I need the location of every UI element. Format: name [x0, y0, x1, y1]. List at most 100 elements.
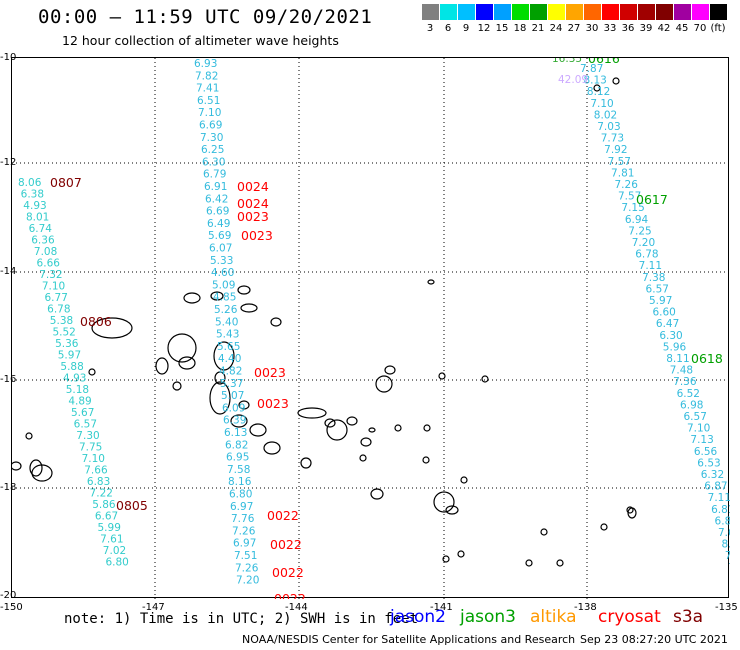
wave-height-value: 7.13 — [690, 434, 713, 446]
wave-height-value: 6.56 — [694, 446, 718, 458]
colorbar-swatch — [512, 4, 529, 20]
island-outline — [167, 333, 197, 363]
island-outline — [324, 418, 336, 428]
wave-height-value: 7.22 — [90, 488, 113, 500]
legend-altika: altika — [530, 607, 577, 627]
island-outline — [270, 317, 282, 327]
wave-height-value: 8.77 — [721, 539, 730, 551]
island-outline — [249, 423, 267, 437]
wave-height-value: 5.97 — [58, 350, 81, 362]
wave-height-value: 6.69 — [199, 120, 222, 132]
colorbar-label: 24 — [549, 23, 563, 34]
wave-height-value: 6.74 — [29, 223, 53, 235]
credit-line: NOAA/NESDIS Center for Satellite Applica… — [242, 633, 576, 646]
island-outline — [237, 285, 251, 295]
wave-height-value: 5.96 — [663, 341, 687, 353]
wave-height-value: 6.94 — [625, 214, 649, 226]
island-outline — [214, 371, 226, 385]
colorbar-swatch — [458, 4, 475, 20]
wave-height-value: 6.07 — [209, 243, 232, 255]
wave-height-value: 5.40 — [215, 316, 238, 328]
wave-height-value: 7.38 — [642, 272, 665, 284]
legend-cryosat: cryosat — [598, 607, 661, 627]
colorbar-swatch — [494, 4, 511, 20]
wave-height-value: 6.66 — [37, 258, 61, 270]
island-outline — [556, 559, 564, 567]
wave-height-value: 7.26 — [232, 525, 256, 537]
wave-height-value: 6.09 — [222, 402, 245, 414]
island-outline — [300, 457, 312, 469]
legend-s3a: s3a — [673, 607, 704, 627]
wave-height-value: 7.10 — [82, 453, 105, 465]
wave-height-value: 7.10 — [687, 423, 710, 435]
wave-height-value: 7.57 — [608, 156, 631, 168]
lat-label: -20 — [0, 590, 17, 601]
wave-height-value: 5.07 — [221, 390, 244, 402]
island-outline — [360, 437, 372, 447]
wave-height-value: 4.89 — [68, 396, 91, 408]
track-time-label: 0807 — [50, 175, 82, 190]
wave-height-value: 6.89 — [715, 515, 730, 527]
wave-height-value: 5.88 — [60, 361, 83, 373]
wave-height-value: 6.60 — [652, 307, 675, 319]
wave-height-value: 7.26 — [235, 562, 259, 574]
track-time-label: 0024 — [237, 179, 269, 194]
island-outline — [422, 456, 430, 464]
wave-height-value: 6.57 — [74, 419, 97, 431]
island-outline — [394, 424, 402, 432]
wave-height-value: 5.26 — [214, 304, 238, 316]
island-outline — [375, 375, 393, 393]
colorbar-swatch — [692, 4, 709, 20]
track-time-label: 0023 — [257, 396, 289, 411]
lat-label: -14 — [0, 266, 17, 277]
wave-height-value: 5.67 — [71, 407, 94, 419]
island-outline — [540, 528, 548, 536]
colorbar-swatch — [476, 4, 493, 20]
wave-height-value: 6.91 — [204, 181, 227, 193]
colorbar-label: 70 — [693, 23, 707, 34]
lon-label: -135 — [715, 602, 738, 613]
colorbar-label: 33 — [603, 23, 617, 34]
wave-height-value: 6.77 — [45, 292, 68, 304]
colorbar-swatch — [638, 4, 655, 20]
island-outline — [627, 507, 637, 519]
wave-height-value: 7.58 — [227, 464, 250, 476]
wave-height-value: 5.97 — [649, 295, 672, 307]
wave-height-value: 5.09 — [212, 279, 235, 291]
island-outline — [88, 368, 96, 376]
track-time-label: 0618 — [691, 351, 723, 366]
wave-height-value: 7.32 — [39, 269, 62, 281]
lat-label: -12 — [0, 157, 17, 168]
island-outline — [297, 407, 327, 419]
wave-height-value: 6.49 — [207, 218, 230, 230]
colorbar-label: 6 — [444, 23, 452, 34]
island-outline — [31, 464, 53, 482]
wave-height-value: 4.40 — [218, 353, 241, 365]
track-time-label: 0022 — [272, 565, 304, 580]
map-canvas: 8.066.384.938.016.746.367.086.667.327.10… — [12, 58, 730, 599]
wave-height-value: 5.43 — [216, 329, 239, 341]
island-outline — [612, 77, 620, 85]
wave-height-value: 7.75 — [79, 442, 102, 454]
wave-height-value: 7.73 — [601, 133, 624, 145]
wave-height-value: 7.08 — [34, 246, 57, 258]
colorbar-label: 36 — [621, 23, 635, 34]
colorbar-swatch — [422, 4, 439, 20]
legend-jason2: jason2 — [390, 607, 446, 627]
wave-height-value: 6.97 — [230, 501, 253, 513]
island-outline — [230, 414, 248, 428]
colorbar-swatch — [710, 4, 727, 20]
wave-height-value: 7.11 — [708, 492, 730, 504]
wave-height-value: 7.51 — [234, 550, 257, 562]
colorbar-swatch — [548, 4, 565, 20]
wave-height-value: 42.09 — [558, 74, 588, 86]
wave-height-value: 7.03 — [597, 121, 620, 133]
wave-height-value: 7.61 — [100, 534, 123, 546]
wave-height-value: 6.57 — [646, 283, 669, 295]
wave-height-value: 6.67 — [95, 511, 118, 523]
colorbar-swatch — [440, 4, 457, 20]
lon-label: -144 — [285, 602, 308, 613]
island-outline — [423, 424, 431, 432]
wave-height-value: 7.30 — [200, 132, 223, 144]
wave-height-value: 4.82 — [219, 366, 242, 378]
